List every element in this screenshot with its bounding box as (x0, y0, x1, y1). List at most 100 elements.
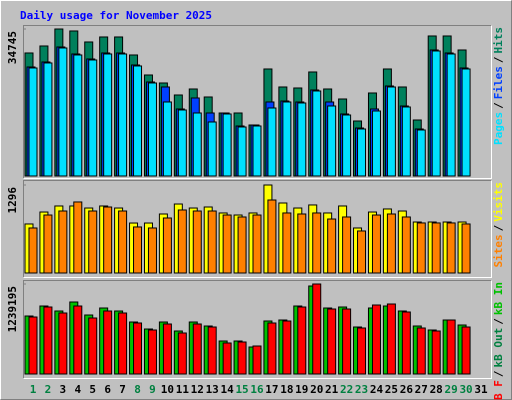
bar (58, 312, 68, 375)
bar (162, 217, 172, 274)
bar (252, 345, 262, 375)
bar (312, 90, 322, 177)
legend-entry: Sites (492, 234, 505, 267)
bar (28, 67, 38, 177)
bar (162, 101, 172, 177)
bar (297, 102, 307, 177)
bar (401, 106, 411, 177)
legend-entry: Pages (492, 112, 505, 145)
bar (371, 214, 381, 274)
bar (267, 322, 277, 375)
bar (43, 62, 53, 177)
bar (88, 59, 98, 177)
bar (177, 332, 187, 375)
x-tick-label: 6 (104, 383, 111, 396)
x-tick-label: 12 (191, 383, 204, 396)
bar (342, 114, 352, 177)
x-tick-label: 30 (459, 383, 472, 396)
bar (282, 320, 292, 375)
bar (252, 214, 262, 274)
bar (28, 316, 38, 375)
bar (73, 201, 83, 274)
legend-entry: kB F (492, 380, 505, 400)
bar (416, 129, 426, 177)
bar (103, 310, 113, 375)
panel-frame-light (23, 25, 492, 179)
bar (357, 230, 367, 274)
x-tick-label: 9 (149, 383, 156, 396)
bar (267, 107, 277, 177)
bar (386, 213, 396, 274)
bar (58, 210, 68, 274)
x-tick-label: 13 (206, 383, 219, 396)
bar (371, 110, 381, 177)
bar (342, 308, 352, 375)
bar (282, 212, 292, 274)
x-tick-label: 24 (370, 383, 384, 396)
bar (297, 306, 307, 375)
bar (222, 342, 232, 375)
bar (222, 214, 232, 274)
panel-frame-dark (23, 25, 492, 179)
x-tick-label: 1 (30, 383, 37, 396)
bar (147, 329, 157, 375)
legend: kB F / kB Out / kB In (492, 282, 505, 400)
bar (237, 341, 247, 375)
x-tick-label: 31 (474, 383, 488, 396)
bar (461, 326, 471, 375)
bar (192, 112, 202, 177)
x-tick-label: 21 (325, 383, 339, 396)
bar (43, 214, 53, 274)
x-tick-label: 4 (74, 383, 81, 396)
panel-frame-light (23, 280, 492, 379)
bar (312, 212, 322, 274)
bar (431, 330, 441, 375)
legend-entry: Visits (492, 182, 505, 222)
bar (446, 53, 456, 177)
bar (431, 50, 441, 177)
bar (416, 222, 426, 274)
bar (103, 53, 113, 177)
legend-entry: kB Out (492, 328, 505, 368)
chart-title: Daily usage for November 2025 (20, 9, 212, 22)
bar (133, 65, 143, 177)
x-tick-label: 3 (60, 383, 67, 396)
x-tick-label: 10 (161, 383, 174, 396)
legend-separator: / (492, 370, 505, 377)
bar (357, 327, 367, 375)
x-tick-label: 18 (280, 383, 293, 396)
x-tick-label: 7 (119, 383, 126, 396)
bar (297, 213, 307, 274)
bar (267, 199, 277, 274)
bar (386, 86, 396, 177)
legend-entry: kB In (492, 282, 505, 315)
bar (147, 227, 157, 274)
x-tick-label: 5 (89, 383, 96, 396)
x-tick-label: 28 (430, 383, 443, 396)
bar (207, 326, 217, 375)
y-tick-label: 1296 (6, 187, 19, 214)
x-tick-label: 20 (310, 383, 323, 396)
bar (118, 210, 128, 274)
bar (386, 303, 396, 375)
bar (177, 209, 187, 274)
bar (207, 121, 217, 177)
bar (327, 218, 337, 274)
legend-separator: / (492, 224, 505, 231)
bar (222, 113, 232, 177)
bar (73, 54, 83, 177)
bar (401, 216, 411, 274)
x-tick-label: 25 (385, 383, 398, 396)
bar (88, 317, 98, 375)
legend-entry: Hits (492, 27, 505, 54)
bar (133, 322, 143, 375)
panel-frame-dark (23, 280, 492, 379)
bar (342, 216, 352, 274)
x-tick-label: 8 (134, 383, 141, 396)
bar (282, 101, 292, 177)
bar (162, 323, 172, 375)
panel-frame-light (23, 180, 492, 278)
bar (252, 125, 262, 177)
bar (401, 311, 411, 375)
